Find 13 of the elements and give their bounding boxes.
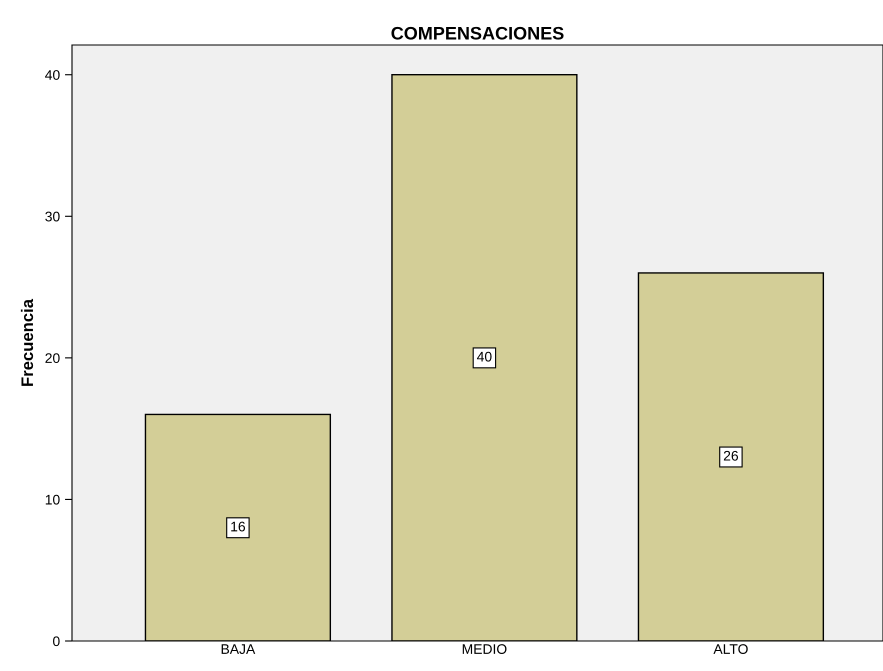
y-tick-label: 40	[45, 70, 60, 80]
y-tick-label: 0	[53, 636, 60, 646]
data-label: 40	[477, 352, 492, 362]
y-tick-label: 10	[46, 494, 60, 505]
data-label: 26	[724, 450, 738, 461]
y-tick-label: 30	[45, 212, 60, 222]
y-tick-label: 20	[45, 353, 60, 364]
y-axis-title: Frecuencia	[20, 298, 34, 386]
x-tick-label: ALTO	[713, 644, 748, 654]
x-tick-label: MEDIO	[462, 644, 506, 654]
x-tick-label: BAJA	[222, 644, 256, 654]
chart-title: COMPENSACIONES	[391, 26, 564, 40]
data-label: 16	[231, 522, 246, 532]
